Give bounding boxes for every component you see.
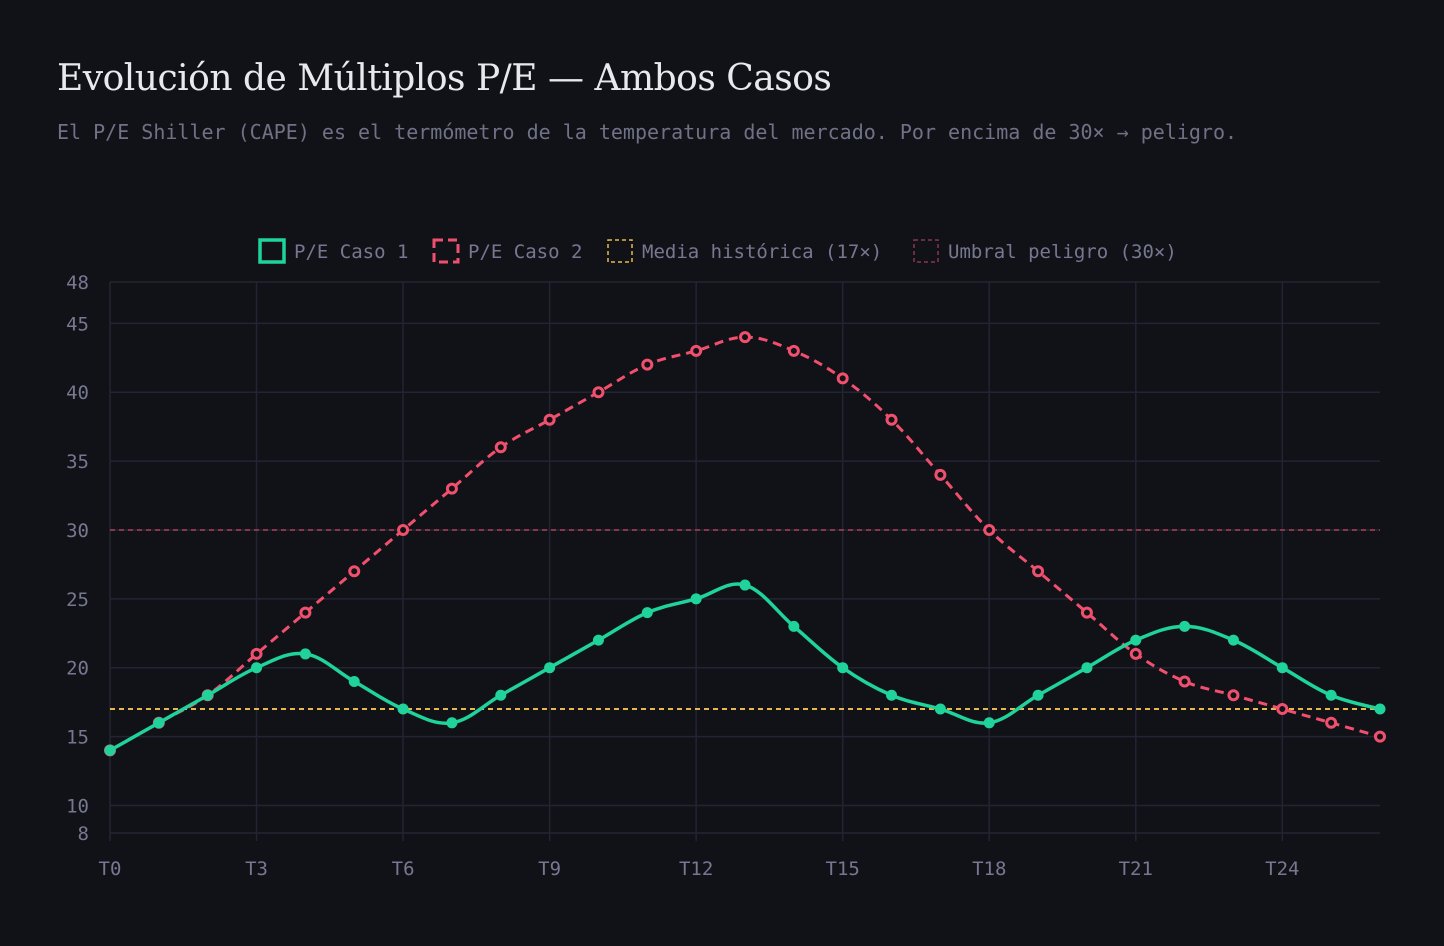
series-case1-point: [788, 620, 800, 632]
series-case1-point: [641, 607, 653, 619]
series-case2-point: [739, 331, 751, 344]
series-case1-point: [837, 662, 849, 674]
y-tick-label: 30: [66, 520, 89, 542]
series-case2-point: [1325, 716, 1338, 729]
series-case1-point: [1374, 703, 1386, 715]
x-tick-label: T9: [538, 858, 561, 880]
series-case2-point: [299, 606, 312, 619]
series-case1-point: [1130, 634, 1142, 646]
legend-item-mean: Media histórica (17×): [607, 239, 882, 263]
series-case1-point: [348, 675, 360, 687]
x-tick-label: T18: [972, 858, 1006, 880]
series-case2-point: [1032, 565, 1045, 578]
legend-swatch: [432, 238, 460, 264]
legend-swatch: [913, 239, 939, 263]
series-case1-point: [1179, 620, 1191, 632]
y-tick-label: 48: [66, 272, 89, 294]
y-tick-label: 40: [66, 382, 89, 404]
series-case1-point: [739, 579, 751, 591]
series-case1-point: [202, 689, 214, 701]
series-case2-point: [1080, 606, 1093, 619]
series-case2-point: [641, 358, 654, 371]
legend-item-case1: P/E Caso 1: [258, 238, 408, 264]
series-case2-point: [1227, 689, 1240, 702]
series-case1-point: [1227, 634, 1239, 646]
y-tick-label: 8: [78, 823, 89, 845]
series-case2-point: [1178, 675, 1191, 688]
series-case2-point: [250, 647, 263, 660]
series-case2-point: [1374, 730, 1386, 743]
legend-swatch: [607, 239, 633, 263]
y-tick-label: 45: [66, 313, 89, 335]
reference-lines: [110, 528, 1380, 711]
y-tick-label: 25: [66, 589, 89, 611]
series-case2-point: [397, 523, 410, 536]
series-case2-point: [885, 413, 898, 426]
legend-item-case2: P/E Caso 2: [432, 238, 582, 264]
series-case2-point: [494, 441, 507, 454]
series-case1-point: [886, 689, 898, 701]
y-tick-label: 10: [66, 795, 89, 817]
series-case1-point: [592, 634, 604, 646]
x-tick-label: T12: [679, 858, 713, 880]
series-case1-point: [544, 662, 556, 674]
legend-label: P/E Caso 2: [468, 241, 582, 263]
chart-axes: 8 10 15 20 25 30 35 40 45 48 T0 T3 T6 T9 T12 T15 T18 T21 T…: [66, 272, 1299, 880]
x-tick-label: T0: [99, 858, 122, 880]
chart-subtitle: El P/E Shiller (CAPE) es el termómetro d…: [57, 120, 1238, 144]
series-case2-point: [934, 468, 947, 481]
y-tick-label: 20: [66, 658, 89, 680]
series-case1-point: [446, 717, 458, 729]
series-case2-point: [983, 523, 996, 536]
series-case2-point: [1129, 647, 1142, 660]
series-case1-point: [495, 689, 507, 701]
series-case1-point: [397, 703, 409, 715]
series-case1-point: [690, 593, 702, 605]
chart-series: [104, 331, 1386, 757]
x-tick-label: T6: [392, 858, 415, 880]
series-case1-point: [1276, 662, 1288, 674]
series-case1-point: [251, 662, 263, 674]
series-case2-point: [592, 386, 605, 399]
y-tick-label: 15: [66, 727, 89, 749]
series-case1-point: [153, 717, 165, 729]
legend-label: P/E Caso 1: [294, 241, 408, 263]
series-case1-point: [104, 744, 116, 756]
series-case2-point: [543, 413, 556, 426]
series-case2-line: [109, 335, 1381, 752]
series-case1-point: [1325, 689, 1337, 701]
series-case1-point: [299, 648, 311, 660]
legend-item-danger: Umbral peligro (30×): [913, 239, 1177, 263]
series-case1-point: [1081, 662, 1093, 674]
x-tick-label: T15: [826, 858, 860, 880]
chart-grid: [109, 281, 1380, 841]
series-case1-point: [1032, 689, 1044, 701]
series-case2-point: [348, 565, 361, 578]
legend-label: Umbral peligro (30×): [948, 241, 1177, 263]
chart-legend: P/E Caso 1 P/E Caso 2 Media histórica (17×…: [258, 238, 1177, 264]
chart-title: Evolución de Múltiplos P/E — Ambos Casos: [57, 58, 832, 99]
x-tick-label: T3: [245, 858, 268, 880]
y-tick-label: 35: [66, 451, 89, 473]
x-tick-label: T21: [1119, 858, 1153, 880]
legend-label: Media histórica (17×): [642, 241, 882, 263]
series-case2-point: [836, 372, 849, 385]
series-case2-point: [787, 344, 800, 357]
series-case2-point: [445, 482, 458, 495]
series-case1-point: [934, 703, 946, 715]
x-tick-label: T24: [1265, 858, 1299, 880]
series-case2-point: [690, 344, 703, 357]
series-case2-point: [1276, 703, 1289, 716]
series-case1-point: [983, 717, 995, 729]
legend-swatch: [258, 238, 286, 264]
